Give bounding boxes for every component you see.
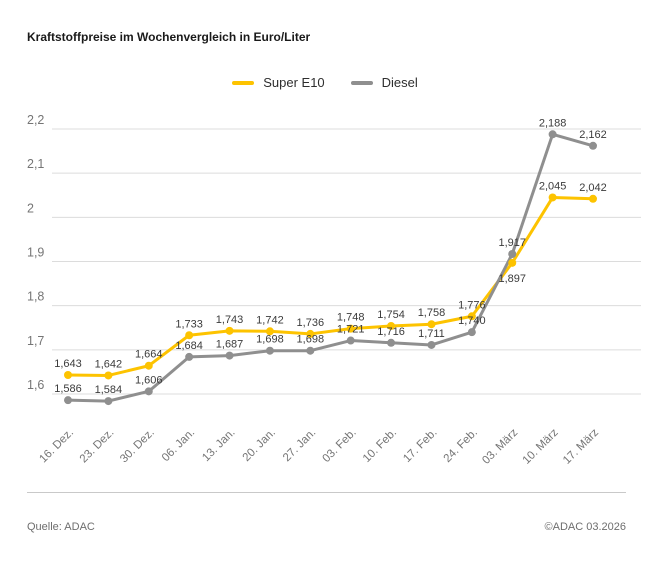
data-point-label: 1,698: [256, 334, 284, 346]
x-axis-tick-label: 17. März: [561, 426, 601, 466]
data-point-label: 1,754: [377, 309, 405, 321]
data-point-super-e10: [104, 371, 113, 380]
data-point-label: 2,188: [539, 117, 567, 129]
legend-label-diesel: Diesel: [381, 75, 418, 90]
data-point-label: 1,711: [418, 328, 445, 340]
data-point-label: 1,917: [498, 237, 526, 249]
data-point-label: 2,045: [539, 180, 567, 192]
y-axis-tick-label: 2,1: [27, 157, 44, 171]
data-point-super-e10: [548, 193, 557, 202]
data-point-super-e10: [144, 361, 153, 370]
data-point-label: 1,698: [297, 334, 325, 346]
x-axis-tick-label: 10. Feb.: [361, 427, 399, 465]
data-point-label: 1,733: [175, 318, 203, 330]
y-axis-tick-label: 1,6: [27, 378, 44, 392]
data-point-diesel: [104, 397, 113, 406]
source-text: Quelle: ADAC: [27, 521, 95, 533]
x-axis-tick-label: 20. Jan.: [241, 427, 278, 464]
data-point-diesel: [548, 130, 557, 139]
data-point-diesel: [427, 340, 436, 349]
copyright-text: ©ADAC 03.2026: [544, 521, 627, 533]
series-line-super-e10: [66, 195, 595, 377]
y-axis-tick-label: 1,9: [27, 246, 44, 260]
data-point-diesel: [64, 396, 72, 405]
x-axis-tick-label: 03. Feb.: [320, 427, 358, 465]
data-point-super-e10: [508, 258, 517, 267]
x-axis-tick-label: 23. Dez.: [78, 427, 117, 466]
x-axis-tick-label: 17. Feb.: [401, 427, 439, 465]
data-point-label: 1,684: [175, 340, 203, 352]
data-point-label: 1,716: [377, 326, 405, 338]
data-point-super-e10: [427, 320, 436, 329]
data-point-super-e10: [225, 326, 234, 335]
data-point-label: 1,687: [216, 339, 244, 351]
data-point-label: 1,776: [458, 299, 486, 311]
data-point-label: 1,743: [216, 314, 244, 326]
data-point-label: 1,586: [54, 383, 82, 395]
x-axis-tick-label: 13. Jan.: [200, 427, 237, 464]
data-point-diesel: [265, 346, 274, 355]
data-point-diesel: [144, 387, 153, 396]
data-point-super-e10: [306, 329, 315, 338]
data-point-label: 1,748: [337, 312, 365, 324]
data-point-diesel: [306, 346, 315, 355]
x-axis-tick-label: 03. März: [480, 426, 520, 466]
data-point-label: 1,642: [95, 358, 123, 370]
data-point-super-e10: [346, 324, 355, 333]
legend-swatch-diesel-icon: [350, 80, 373, 85]
data-point-label: 1,584: [95, 384, 123, 396]
data-point-label: 1,736: [297, 317, 325, 329]
data-point-super-e10: [64, 371, 72, 380]
data-point-diesel: [387, 338, 396, 347]
data-point-label: 2,162: [579, 129, 607, 141]
y-axis-tick-label: 1,8: [27, 290, 44, 304]
legend-label-super-e10: Super E10: [263, 75, 325, 90]
data-point-diesel: [467, 328, 476, 337]
data-point-label: 1,643: [54, 358, 82, 370]
footer-divider: [27, 492, 626, 493]
data-point-diesel: [508, 249, 517, 258]
data-point-label: 1,606: [135, 374, 163, 386]
chart-legend: Super E10 Diesel: [0, 75, 650, 90]
x-axis-tick-label: 10. März: [521, 426, 561, 466]
y-axis-tick-label: 1,7: [27, 334, 44, 348]
chart-title: Kraftstoffpreise im Wochenvergleich in E…: [27, 30, 311, 44]
x-axis-tick-label: 06. Jan.: [160, 427, 197, 464]
data-point-diesel: [185, 352, 194, 361]
data-point-label: 2,042: [579, 182, 607, 194]
x-axis-tick-label: 16. Dez.: [37, 427, 76, 466]
y-axis-tick-label: 2: [27, 201, 34, 215]
series-line-diesel: [66, 132, 595, 403]
data-point-label: 1,758: [418, 307, 446, 319]
x-axis-tick-label: 24. Feb.: [442, 427, 480, 465]
data-point-diesel: [589, 141, 597, 150]
data-point-super-e10: [265, 327, 274, 336]
data-point-super-e10: [387, 321, 396, 330]
fuel-price-line-chart: 2,2 2,1 2 1,9 1,8 1,7 1,6 16. Dez. 23. Dez. 30. D…: [27, 113, 641, 467]
y-axis-tick-label: 2,2: [27, 113, 44, 127]
data-point-label: 1,740: [458, 315, 486, 327]
legend-item-super-e10: Super E10: [232, 75, 325, 90]
data-point-label: 1,742: [256, 314, 284, 326]
data-point-label: 1,721: [337, 324, 365, 336]
data-point-label: 1,664: [135, 349, 163, 361]
x-axis-tick-label: 30. Dez.: [118, 427, 157, 466]
x-axis-tick-label: 27. Jan.: [281, 427, 318, 464]
data-point-super-e10: [589, 194, 597, 203]
data-point-label: 1,897: [498, 273, 526, 285]
legend-swatch-super-e10-icon: [232, 80, 255, 85]
data-point-super-e10: [467, 312, 476, 321]
data-point-diesel: [346, 336, 355, 345]
data-point-diesel: [225, 351, 234, 360]
legend-item-diesel: Diesel: [350, 75, 418, 90]
data-point-super-e10: [185, 331, 194, 340]
